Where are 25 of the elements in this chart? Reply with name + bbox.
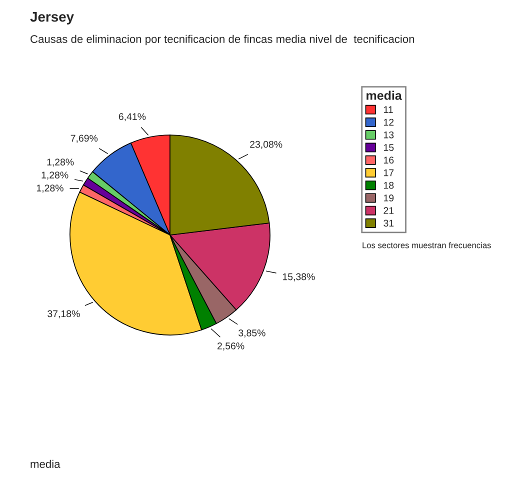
data-label: 3,85% [238, 330, 266, 338]
legend-label: 31 [384, 220, 394, 227]
data-label: 1,28% [47, 158, 74, 167]
text: Los sectores muestran frecuencias [362, 242, 491, 248]
data-label: 23,08% [250, 140, 282, 149]
text: media [30, 460, 60, 468]
data-label: 1,28% [36, 184, 64, 193]
data-label: 1,28% [42, 172, 68, 180]
legend-label: 13 [384, 131, 394, 138]
data-label: 15,38% [282, 273, 315, 282]
legend-label: 15 [384, 144, 394, 151]
legend-label: 11 [384, 106, 393, 113]
legend-label: 19 [384, 194, 394, 202]
chart-title: Jersey [30, 12, 74, 24]
legend-label: 17 [384, 169, 394, 176]
data-label: 6,41% [118, 113, 146, 122]
data-label: 37,18% [48, 310, 80, 318]
legend-label: 12 [384, 118, 394, 126]
legend-label: 16 [384, 156, 394, 164]
chart-subtitle: Causas de eliminacion por tecnificacion de fincas media nivel de tecnificacion [30, 34, 414, 46]
legend-label: 18 [384, 182, 394, 189]
legend-title: media [366, 90, 402, 100]
data-label: 7,69% [70, 134, 98, 143]
data-label: 2,56% [217, 342, 244, 351]
legend-label: 21 [384, 207, 394, 214]
